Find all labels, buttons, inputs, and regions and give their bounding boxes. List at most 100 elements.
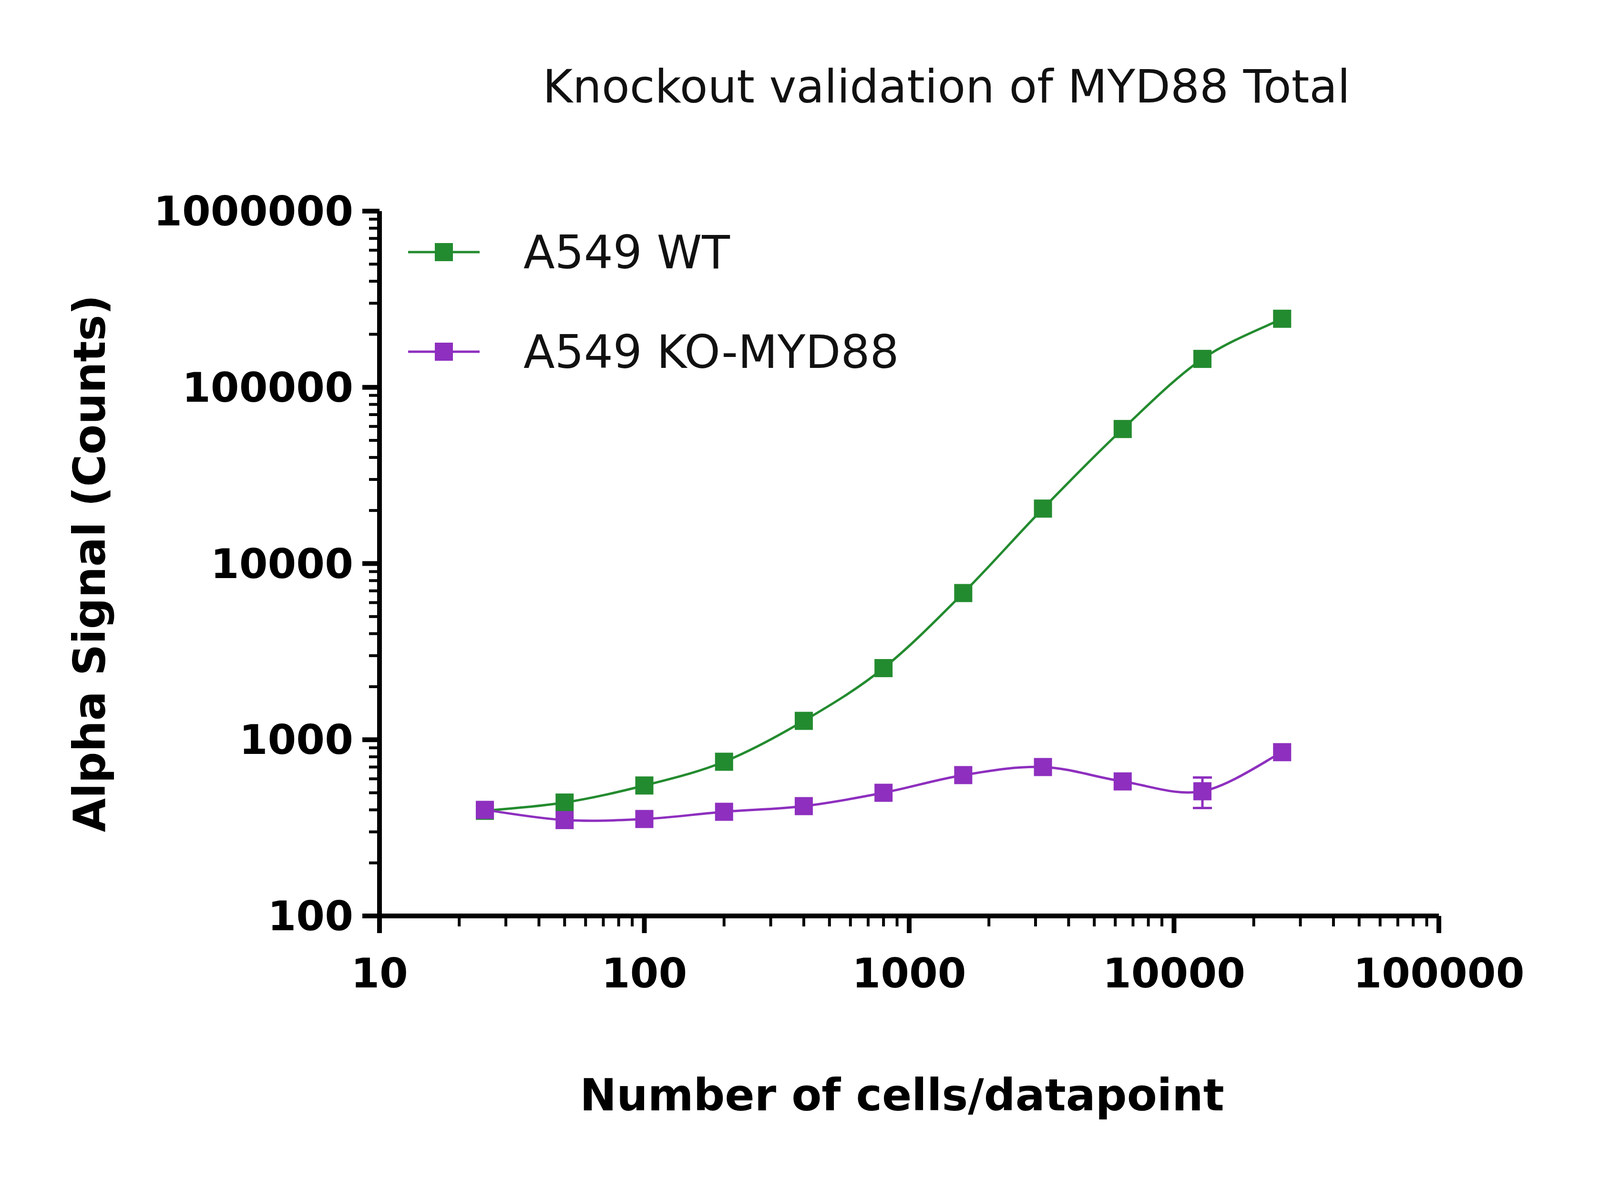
- minor-tick: [369, 332, 380, 336]
- minor-tick: [369, 394, 380, 398]
- data-point: [715, 752, 734, 771]
- minor-tick: [617, 916, 621, 927]
- y-tick: [362, 385, 380, 390]
- error-bar: [1192, 778, 1212, 809]
- minor-tick: [369, 279, 380, 283]
- data-point: [635, 776, 654, 795]
- minor-tick: [369, 791, 380, 795]
- x-tick: [1171, 916, 1177, 934]
- x-tick: [906, 916, 912, 934]
- data-point: [794, 797, 813, 816]
- minor-tick: [369, 861, 380, 865]
- data-point: [1113, 772, 1132, 791]
- minor-tick: [1147, 916, 1150, 927]
- minor-tick: [1066, 916, 1070, 927]
- minor-tick: [369, 217, 380, 221]
- data-point: [1034, 499, 1053, 518]
- y-axis-title: Alpha Signal (Counts): [64, 295, 116, 833]
- minor-tick: [849, 916, 852, 927]
- minor-tick: [584, 916, 587, 927]
- minor-tick: [369, 615, 380, 619]
- minor-tick: [369, 579, 380, 583]
- x-tick-label: 1000: [851, 949, 966, 998]
- x-tick: [1436, 916, 1442, 934]
- data-point: [1272, 743, 1292, 762]
- series-line: [484, 752, 1283, 821]
- minor-tick: [1034, 916, 1037, 927]
- minor-tick: [369, 654, 380, 658]
- x-axis-title: Number of cells/datapoint: [579, 1070, 1225, 1122]
- minor-tick: [369, 746, 380, 750]
- minor-tick: [369, 456, 380, 460]
- data-point: [1193, 349, 1212, 369]
- data-point: [953, 766, 973, 785]
- y-tick-label: 10000: [210, 540, 354, 588]
- legend-label: A549 WT: [523, 225, 730, 280]
- minor-tick: [601, 916, 605, 927]
- minor-tick: [369, 425, 380, 429]
- minor-tick: [369, 439, 380, 442]
- minor-tick: [369, 478, 380, 482]
- minor-tick: [987, 916, 991, 927]
- data-point: [794, 712, 813, 731]
- minor-tick: [369, 632, 380, 636]
- minor-tick: [457, 916, 461, 927]
- minor-tick: [1357, 916, 1361, 927]
- minor-tick: [369, 509, 380, 513]
- x-tick-label: 100: [601, 949, 688, 998]
- legend-marker: [434, 243, 453, 262]
- error-cap: [1192, 807, 1212, 810]
- minor-tick: [369, 755, 380, 759]
- minor-tick: [895, 916, 899, 927]
- data-point: [953, 584, 973, 603]
- minor-tick: [369, 236, 380, 240]
- minor-tick: [369, 262, 380, 266]
- series-line: [484, 318, 1283, 812]
- minor-tick: [1092, 916, 1096, 927]
- data-point: [555, 793, 574, 812]
- data-point: [555, 811, 574, 830]
- minor-tick: [1425, 916, 1429, 927]
- minor-tick: [537, 916, 541, 927]
- data-point: [874, 659, 893, 678]
- data-point: [475, 800, 494, 820]
- data-point: [715, 802, 734, 821]
- data-point: [1272, 309, 1292, 329]
- minor-tick: [802, 916, 806, 927]
- minor-tick: [369, 808, 380, 812]
- y-tick: [362, 913, 380, 919]
- title: Knockout validation of MYD88 Total: [542, 60, 1351, 114]
- minor-tick: [882, 916, 885, 927]
- x-tick: [642, 916, 647, 934]
- x-tick-label: 10000: [1102, 949, 1246, 998]
- plot-area: [475, 309, 1292, 830]
- minor-tick: [1131, 916, 1135, 927]
- legend-marker: [434, 342, 453, 361]
- minor-tick: [563, 916, 566, 927]
- minor-tick: [369, 570, 380, 574]
- data-point: [1034, 758, 1053, 777]
- minor-tick: [369, 830, 380, 834]
- x-tick-label: 100000: [1353, 949, 1525, 998]
- minor-tick: [722, 916, 726, 927]
- data-point: [1113, 420, 1132, 439]
- minor-tick: [369, 777, 380, 781]
- minor-tick: [828, 916, 831, 927]
- y-tick-label: 1000: [239, 716, 354, 764]
- y-tick: [362, 737, 380, 743]
- y-tick: [362, 561, 380, 567]
- minor-tick: [1160, 916, 1164, 927]
- minor-tick: [1396, 916, 1400, 927]
- y-tick: [362, 208, 380, 214]
- x-tick: [377, 916, 382, 934]
- error-cap: [1192, 776, 1212, 780]
- minor-tick: [1252, 916, 1256, 927]
- minor-tick: [369, 248, 380, 252]
- minor-tick: [866, 916, 870, 927]
- y-tick-label: 1000000: [153, 187, 354, 236]
- minor-tick: [769, 916, 773, 927]
- y-tick-label: 100000: [182, 363, 354, 412]
- minor-tick: [369, 226, 380, 230]
- y-tick-label: 100: [267, 892, 354, 941]
- minor-tick: [369, 301, 380, 305]
